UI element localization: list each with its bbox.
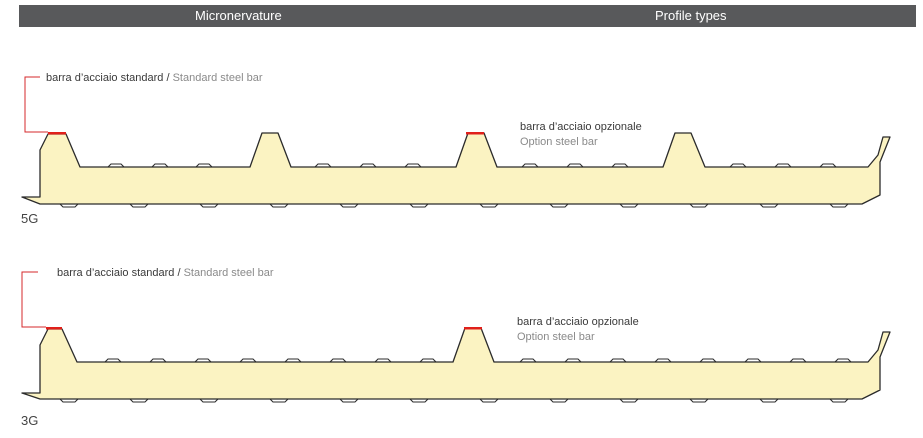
- standard-steel-bar-3g: [46, 327, 62, 330]
- standard-label-5g: barra d’acciaio standard / Standard stee…: [46, 72, 263, 84]
- leader-line-3g: [21, 271, 46, 328]
- panel-5g-body: [21, 132, 891, 205]
- optional-label-en-5g: Option steel bar: [520, 136, 598, 148]
- header-title-profile-types: Profile types: [655, 8, 727, 23]
- header-bar: Micronervature Profile types: [19, 5, 916, 27]
- optional-steel-bar-3g: [464, 327, 482, 330]
- profile-3g: barra d’acciaio standard / Standard stee…: [21, 267, 891, 428]
- profile-5g: barra d’acciaio standard / Standard stee…: [21, 72, 891, 226]
- profile-code-5g: 5G: [21, 211, 38, 226]
- optional-label-en-3g: Option steel bar: [517, 331, 595, 343]
- standard-label-3g: barra d’acciaio standard / Standard stee…: [57, 267, 274, 279]
- micro-ribs-3g: [59, 358, 852, 403]
- optional-label-it-3g: barra d’acciaio opzionale: [517, 316, 639, 328]
- micro-ribs-5g: [59, 163, 849, 208]
- standard-steel-bar-5g: [48, 132, 66, 135]
- optional-steel-bar-5g: [466, 132, 484, 135]
- header-title-micronervature: Micronervature: [195, 8, 282, 23]
- profile-code-3g: 3G: [21, 413, 38, 428]
- optional-label-it-5g: barra d’acciaio opzionale: [520, 121, 642, 133]
- panel-3g-body: [21, 327, 891, 400]
- leader-line-5g: [24, 76, 48, 133]
